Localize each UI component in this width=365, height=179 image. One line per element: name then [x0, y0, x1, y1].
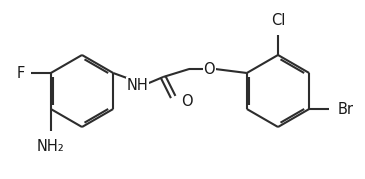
Text: O: O	[203, 62, 215, 76]
Text: Br: Br	[337, 101, 353, 117]
Text: O: O	[181, 93, 193, 108]
Text: Cl: Cl	[271, 13, 285, 28]
Text: NH: NH	[126, 78, 148, 93]
Text: NH₂: NH₂	[37, 139, 65, 154]
Text: F: F	[16, 66, 25, 81]
